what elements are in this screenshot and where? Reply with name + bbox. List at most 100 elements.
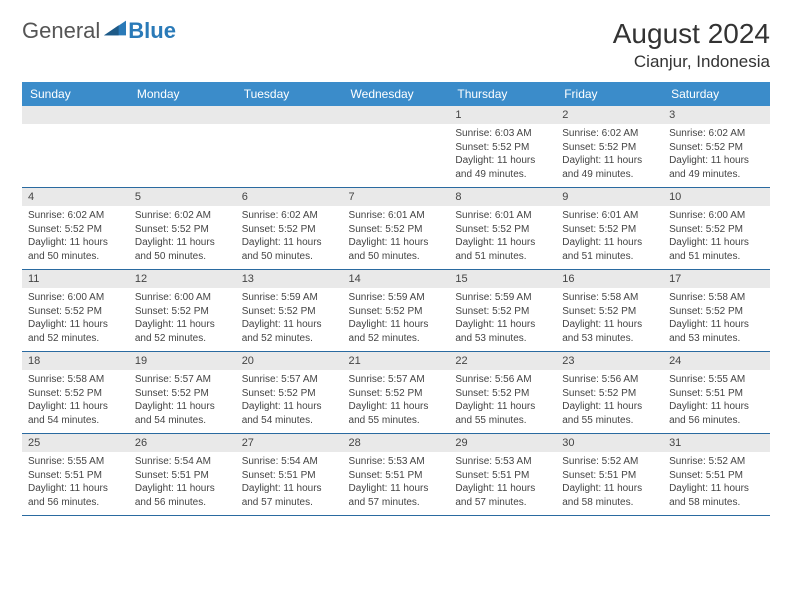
day-sunset: Sunset: 5:52 PM xyxy=(349,387,444,401)
day-sunrise: Sunrise: 6:02 AM xyxy=(242,209,337,223)
day-sunrise: Sunrise: 5:54 AM xyxy=(135,455,230,469)
day-sunset: Sunset: 5:51 PM xyxy=(669,387,764,401)
day-daylight2: and 53 minutes. xyxy=(669,332,764,346)
day-cell xyxy=(236,106,343,188)
day-data: Sunrise: 6:02 AMSunset: 5:52 PMDaylight:… xyxy=(663,124,770,187)
day-daylight2: and 57 minutes. xyxy=(242,496,337,510)
day-daylight2: and 50 minutes. xyxy=(135,250,230,264)
day-daylight1: Daylight: 11 hours xyxy=(455,400,550,414)
day-cell: 28Sunrise: 5:53 AMSunset: 5:51 PMDayligh… xyxy=(343,434,450,516)
day-sunset: Sunset: 5:52 PM xyxy=(135,387,230,401)
day-daylight1: Daylight: 11 hours xyxy=(562,154,657,168)
day-number: 2 xyxy=(556,106,663,124)
day-data: Sunrise: 5:55 AMSunset: 5:51 PMDaylight:… xyxy=(22,452,129,515)
day-data: Sunrise: 6:02 AMSunset: 5:52 PMDaylight:… xyxy=(129,206,236,269)
day-daylight2: and 56 minutes. xyxy=(135,496,230,510)
day-data: Sunrise: 5:58 AMSunset: 5:52 PMDaylight:… xyxy=(556,288,663,351)
day-data: Sunrise: 6:01 AMSunset: 5:52 PMDaylight:… xyxy=(343,206,450,269)
day-number: 8 xyxy=(449,188,556,206)
logo-text-general: General xyxy=(22,18,100,44)
logo: General Blue xyxy=(22,18,176,44)
day-number: 10 xyxy=(663,188,770,206)
day-cell: 22Sunrise: 5:56 AMSunset: 5:52 PMDayligh… xyxy=(449,352,556,434)
day-daylight2: and 55 minutes. xyxy=(455,414,550,428)
day-cell: 29Sunrise: 5:53 AMSunset: 5:51 PMDayligh… xyxy=(449,434,556,516)
day-header: Wednesday xyxy=(343,82,450,106)
day-daylight1: Daylight: 11 hours xyxy=(455,154,550,168)
day-sunrise: Sunrise: 6:02 AM xyxy=(669,127,764,141)
day-daylight2: and 58 minutes. xyxy=(562,496,657,510)
day-data: Sunrise: 6:00 AMSunset: 5:52 PMDaylight:… xyxy=(129,288,236,351)
day-daylight2: and 55 minutes. xyxy=(562,414,657,428)
day-sunrise: Sunrise: 5:56 AM xyxy=(455,373,550,387)
day-daylight2: and 52 minutes. xyxy=(242,332,337,346)
day-cell: 12Sunrise: 6:00 AMSunset: 5:52 PMDayligh… xyxy=(129,270,236,352)
day-sunrise: Sunrise: 5:57 AM xyxy=(349,373,444,387)
day-daylight1: Daylight: 11 hours xyxy=(28,236,123,250)
day-data xyxy=(343,124,450,184)
day-number: 19 xyxy=(129,352,236,370)
day-daylight1: Daylight: 11 hours xyxy=(669,236,764,250)
day-daylight2: and 50 minutes. xyxy=(349,250,444,264)
day-sunset: Sunset: 5:52 PM xyxy=(242,387,337,401)
day-daylight1: Daylight: 11 hours xyxy=(562,482,657,496)
day-sunrise: Sunrise: 5:59 AM xyxy=(349,291,444,305)
day-daylight1: Daylight: 11 hours xyxy=(135,400,230,414)
day-daylight1: Daylight: 11 hours xyxy=(349,482,444,496)
day-number: 26 xyxy=(129,434,236,452)
day-cell: 20Sunrise: 5:57 AMSunset: 5:52 PMDayligh… xyxy=(236,352,343,434)
day-data: Sunrise: 5:59 AMSunset: 5:52 PMDaylight:… xyxy=(236,288,343,351)
day-sunset: Sunset: 5:52 PM xyxy=(455,141,550,155)
day-sunrise: Sunrise: 5:58 AM xyxy=(669,291,764,305)
day-data: Sunrise: 6:00 AMSunset: 5:52 PMDaylight:… xyxy=(22,288,129,351)
day-daylight2: and 51 minutes. xyxy=(669,250,764,264)
day-cell: 5Sunrise: 6:02 AMSunset: 5:52 PMDaylight… xyxy=(129,188,236,270)
day-header: Saturday xyxy=(663,82,770,106)
day-number: 24 xyxy=(663,352,770,370)
day-daylight2: and 52 minutes. xyxy=(349,332,444,346)
day-sunset: Sunset: 5:52 PM xyxy=(669,141,764,155)
day-sunset: Sunset: 5:52 PM xyxy=(562,305,657,319)
day-data: Sunrise: 5:53 AMSunset: 5:51 PMDaylight:… xyxy=(449,452,556,515)
day-data: Sunrise: 5:54 AMSunset: 5:51 PMDaylight:… xyxy=(236,452,343,515)
day-daylight2: and 54 minutes. xyxy=(242,414,337,428)
day-daylight1: Daylight: 11 hours xyxy=(349,400,444,414)
day-cell xyxy=(343,106,450,188)
day-number: 16 xyxy=(556,270,663,288)
day-cell: 17Sunrise: 5:58 AMSunset: 5:52 PMDayligh… xyxy=(663,270,770,352)
day-daylight2: and 57 minutes. xyxy=(349,496,444,510)
title-block: August 2024 Cianjur, Indonesia xyxy=(613,18,770,72)
day-daylight2: and 57 minutes. xyxy=(455,496,550,510)
day-number: 27 xyxy=(236,434,343,452)
day-sunset: Sunset: 5:52 PM xyxy=(28,305,123,319)
day-daylight1: Daylight: 11 hours xyxy=(28,482,123,496)
day-data: Sunrise: 6:01 AMSunset: 5:52 PMDaylight:… xyxy=(556,206,663,269)
day-cell: 24Sunrise: 5:55 AMSunset: 5:51 PMDayligh… xyxy=(663,352,770,434)
day-header: Monday xyxy=(129,82,236,106)
day-daylight2: and 49 minutes. xyxy=(669,168,764,182)
day-daylight1: Daylight: 11 hours xyxy=(135,236,230,250)
day-data: Sunrise: 6:02 AMSunset: 5:52 PMDaylight:… xyxy=(236,206,343,269)
day-number: 7 xyxy=(343,188,450,206)
day-daylight2: and 50 minutes. xyxy=(242,250,337,264)
day-number: 15 xyxy=(449,270,556,288)
day-cell: 8Sunrise: 6:01 AMSunset: 5:52 PMDaylight… xyxy=(449,188,556,270)
day-sunrise: Sunrise: 5:58 AM xyxy=(28,373,123,387)
day-sunrise: Sunrise: 5:53 AM xyxy=(455,455,550,469)
day-data: Sunrise: 5:59 AMSunset: 5:52 PMDaylight:… xyxy=(449,288,556,351)
day-cell: 7Sunrise: 6:01 AMSunset: 5:52 PMDaylight… xyxy=(343,188,450,270)
day-daylight1: Daylight: 11 hours xyxy=(28,400,123,414)
day-cell: 19Sunrise: 5:57 AMSunset: 5:52 PMDayligh… xyxy=(129,352,236,434)
day-sunset: Sunset: 5:52 PM xyxy=(669,305,764,319)
day-number: 12 xyxy=(129,270,236,288)
day-daylight2: and 56 minutes. xyxy=(28,496,123,510)
day-sunrise: Sunrise: 5:57 AM xyxy=(242,373,337,387)
day-cell: 23Sunrise: 5:56 AMSunset: 5:52 PMDayligh… xyxy=(556,352,663,434)
day-cell: 25Sunrise: 5:55 AMSunset: 5:51 PMDayligh… xyxy=(22,434,129,516)
day-cell: 14Sunrise: 5:59 AMSunset: 5:52 PMDayligh… xyxy=(343,270,450,352)
day-header: Thursday xyxy=(449,82,556,106)
day-daylight1: Daylight: 11 hours xyxy=(562,400,657,414)
day-cell: 27Sunrise: 5:54 AMSunset: 5:51 PMDayligh… xyxy=(236,434,343,516)
day-sunset: Sunset: 5:52 PM xyxy=(135,305,230,319)
day-daylight2: and 53 minutes. xyxy=(562,332,657,346)
